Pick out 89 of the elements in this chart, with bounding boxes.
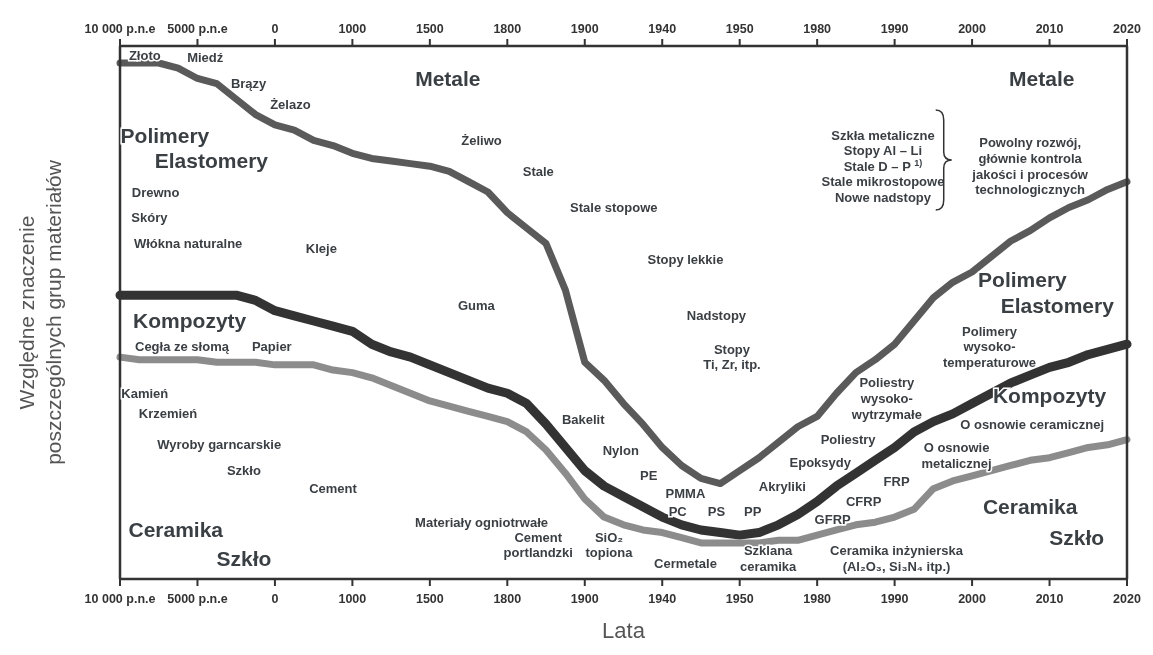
annotation: Polimery wysoko- temperaturowe xyxy=(942,323,1037,370)
annotation: Żeliwo xyxy=(461,132,502,148)
annotation: PMMA xyxy=(665,486,706,502)
annotation: Ceramika xyxy=(982,495,1078,519)
category-label: 5000 p.n.e xyxy=(167,22,228,36)
x-axis-title: Lata xyxy=(602,618,646,643)
category-label: 1900 xyxy=(570,22,599,36)
category-label: 1990 xyxy=(880,22,909,36)
annotation: Powolny rozwój, głównie kontrola jakości i procesów technologicznych xyxy=(971,135,1089,198)
annotation: Skóry xyxy=(131,210,169,226)
annotation: Brązy xyxy=(230,76,268,92)
annotation: Cement xyxy=(309,481,358,497)
annotation: Cement portlandzki xyxy=(503,529,573,561)
x-tick-label: 1940 xyxy=(648,592,677,606)
annotation: Kleje xyxy=(305,241,337,257)
category-label: 2010 xyxy=(1035,22,1064,36)
annotation: FRP xyxy=(883,473,910,489)
x-tick-label: 10 000 p.n.e xyxy=(84,592,156,606)
annotation: Stopy lekkie xyxy=(647,251,724,267)
annotation: Nylon xyxy=(602,442,639,458)
x-tick-label: 1000 xyxy=(338,592,367,606)
annotation: PS xyxy=(707,504,726,520)
annotation: Akryliki xyxy=(758,478,806,494)
annotation: Wyroby garncarskie xyxy=(157,437,282,453)
x-tick-label: 1950 xyxy=(725,592,754,606)
annotation: Miedź xyxy=(187,50,224,66)
category-label: 2020 xyxy=(1113,22,1141,36)
annotation: O osnowie metalicznej xyxy=(921,439,992,471)
annotation: Drewno xyxy=(131,184,180,200)
annotation: SiO₂ topiona xyxy=(585,529,634,561)
annotation: Guma xyxy=(457,298,496,314)
category-label: 1950 xyxy=(725,22,754,36)
annotation: Szkło xyxy=(226,463,261,479)
x-tick-label: 1500 xyxy=(415,592,444,606)
annotation: Polimery xyxy=(978,268,1068,292)
x-tick-label: 1980 xyxy=(803,592,832,606)
category-label: 1980 xyxy=(803,22,832,36)
text: Złoto xyxy=(128,47,161,63)
annotation: Nadstopy xyxy=(686,308,747,324)
annotation: Cermetale xyxy=(654,556,717,572)
category-label: 1800 xyxy=(493,22,522,36)
annotation: Metale xyxy=(1009,66,1075,90)
x-tick-label: 2020 xyxy=(1113,592,1141,606)
annotation: Papier xyxy=(251,339,292,355)
annotation: Szkła metaliczne Stopy Al – Li Stale D – P $^{1)}$ Stale mikrostopowe Nowe nadstopy xyxy=(821,127,945,205)
annotation: Kompozyty xyxy=(992,384,1107,408)
annotation: Polimery xyxy=(120,123,210,147)
category-label: 2000 xyxy=(958,22,986,36)
annotation: Ceramika inżynierska (Al₂O₃, Si₃N₄ itp.) xyxy=(830,543,964,574)
annotation: Krzemień xyxy=(138,406,198,422)
category-label: 1500 xyxy=(415,22,444,36)
annotation: Kompozyty xyxy=(133,309,247,333)
annotation: Szklana ceramika xyxy=(739,543,798,574)
annotation: Ceramika xyxy=(128,518,224,542)
x-tick-label: 1900 xyxy=(570,592,599,606)
x-tick-label: 1990 xyxy=(880,592,909,606)
annotation: CFRP xyxy=(845,494,882,510)
annotation: GFRP xyxy=(814,512,852,528)
annotation: PP xyxy=(744,504,762,520)
category-label: 1000 xyxy=(338,22,367,36)
x-tick-label: 2000 xyxy=(958,592,987,606)
y-axis-title: Względne znaczenie poszczególnych grup materiałów xyxy=(15,159,65,465)
annotation: Metale xyxy=(415,66,481,90)
x-tick-label: 1800 xyxy=(493,592,522,606)
annotation: Szkło xyxy=(216,546,272,570)
x-tick-label: 2010 xyxy=(1035,592,1064,606)
annotation: Poliestry wysoko- wytrzymałe xyxy=(850,375,922,422)
category-label: 10 000 p.n.e xyxy=(84,22,156,36)
annotation: PC xyxy=(668,504,688,520)
annotation: Żelazo xyxy=(270,96,311,112)
annotation: Kamień xyxy=(121,385,169,401)
annotation: O osnowie ceramicznej xyxy=(960,416,1104,432)
annotation: PE xyxy=(640,468,658,484)
annotation: Stopy Ti, Zr, itp. xyxy=(703,341,761,373)
x-tick-label: 5000 p.n.e xyxy=(167,592,228,606)
annotation: Szkło xyxy=(1049,526,1105,550)
annotation: Włókna naturalne xyxy=(133,236,243,252)
annotation: Materiały ogniotrwałe xyxy=(415,514,549,530)
annotation: Poliestry xyxy=(820,432,877,448)
annotation: Elastomery xyxy=(154,149,269,173)
annotation: Bakelit xyxy=(561,411,606,427)
annotation: Stale xyxy=(522,163,554,179)
category-label: 0 xyxy=(271,22,279,36)
category-label: 1940 xyxy=(648,22,677,36)
x-tick-label: 0 xyxy=(271,592,279,606)
annotation: Elastomery xyxy=(1000,293,1115,317)
annotation: Cegła ze słomą xyxy=(135,339,230,355)
annotation: Epoksydy xyxy=(789,455,852,471)
annotation: Stale stopowe xyxy=(570,200,658,216)
